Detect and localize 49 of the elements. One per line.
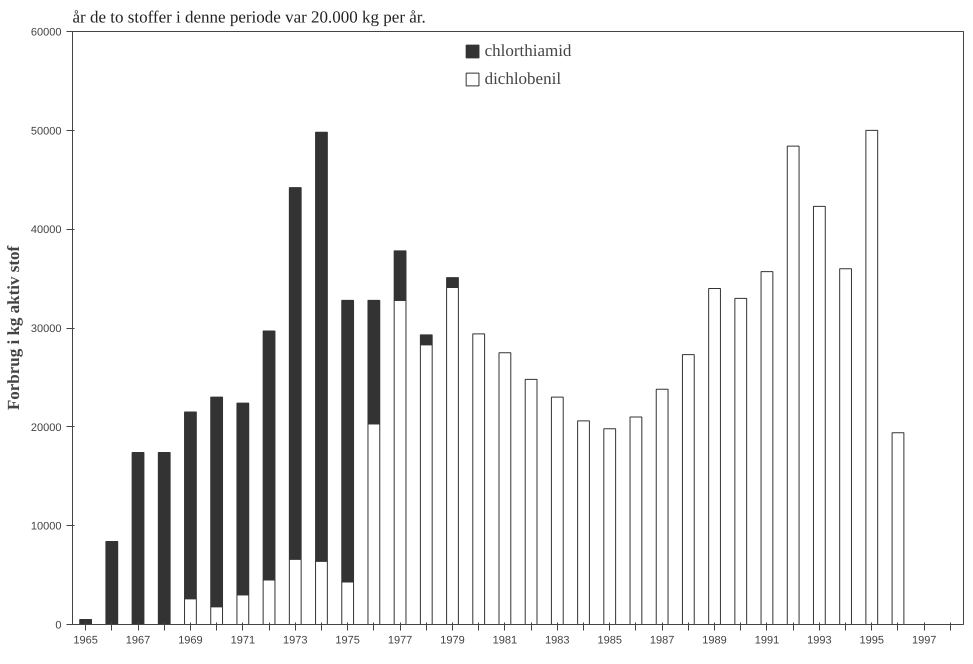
bar: [892, 432, 904, 624]
bar: [839, 268, 852, 624]
x-tick-label: 1981: [492, 634, 518, 646]
bar: [734, 298, 748, 624]
bar: [577, 420, 590, 624]
bar: [630, 416, 642, 624]
x-tick-label: 1971: [230, 634, 256, 646]
x-tick-label: 1975: [335, 634, 360, 646]
bar: [550, 396, 564, 624]
bar: [158, 452, 171, 624]
y-tick-label: 30000: [30, 323, 62, 335]
y-tick-label: 20000: [30, 422, 62, 434]
bar: [812, 206, 826, 624]
x-tick-label: 1989: [702, 634, 727, 646]
bar: [682, 354, 695, 624]
y-tick-label: 40000: [30, 224, 62, 236]
legend-label: chlorthiamid: [484, 41, 572, 61]
bar: [865, 130, 878, 624]
y-tick-label: 10000: [30, 520, 62, 533]
bar: [656, 388, 669, 624]
bar: [524, 378, 538, 624]
x-tick-label: 1985: [597, 634, 622, 646]
y-tick-label: 50000: [30, 125, 62, 138]
bar: [105, 540, 118, 624]
x-tick-label: 1997: [912, 634, 936, 646]
legend-label: dichlobenil: [484, 69, 562, 89]
y-axis-title: Forbrug i kg aktiv stof: [4, 245, 23, 410]
text: år de to stoffer i denne periode var 20.000 kg per år.: [72, 8, 426, 26]
bar: [472, 333, 486, 624]
bar: [79, 619, 92, 624]
x-tick-label: 1995: [860, 634, 884, 646]
bar: [132, 452, 144, 624]
x-tick-label: 1993: [807, 634, 832, 646]
x-tick-label: 1983: [545, 634, 570, 646]
bar: [603, 428, 616, 624]
x-tick-label: 1991: [754, 634, 780, 646]
bar: [498, 352, 512, 624]
bar: [708, 288, 721, 624]
bar: [786, 146, 800, 624]
bar: [760, 271, 774, 624]
x-tick-label: 1977: [388, 634, 412, 646]
x-tick-label: 1965: [73, 634, 98, 646]
x-tick-label: 1967: [126, 634, 150, 646]
x-tick-label: 1987: [650, 634, 674, 646]
x-tick-label: 1973: [283, 634, 308, 646]
y-tick-label: 60000: [30, 26, 62, 38]
x-tick-label: 1969: [178, 634, 203, 646]
x-tick-label: 1979: [440, 634, 465, 646]
y-tick-label: 0: [55, 620, 62, 632]
